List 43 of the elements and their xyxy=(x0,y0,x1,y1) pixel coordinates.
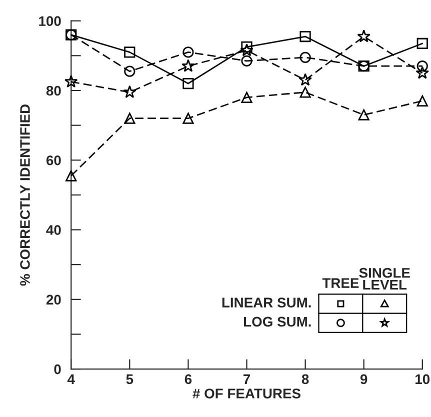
point xyxy=(298,73,312,86)
point xyxy=(241,92,252,104)
x-tick-label: 4 xyxy=(67,374,75,384)
y-tick-label: 80 xyxy=(46,86,61,96)
point xyxy=(182,46,194,58)
point xyxy=(416,60,428,72)
x-axis-title: # OF FEATURES xyxy=(192,388,300,398)
annotation: SINGLE LEVEL xyxy=(359,268,410,290)
point xyxy=(416,66,430,79)
point xyxy=(182,78,194,90)
y-tick-label: 40 xyxy=(46,225,61,235)
point xyxy=(240,44,254,56)
point xyxy=(300,52,311,63)
point xyxy=(357,30,370,42)
point xyxy=(182,112,194,124)
x-tick-label: 10 xyxy=(416,374,430,384)
point xyxy=(124,66,136,77)
point xyxy=(124,46,136,58)
x-tick-label: 7 xyxy=(243,374,250,384)
x-tick-label: 8 xyxy=(302,374,309,384)
y-tick-label: 20 xyxy=(46,294,61,305)
annotation: LINEAR SUM. xyxy=(222,298,311,308)
annotation: LOG SUM. xyxy=(244,316,311,327)
y-tick-label: 60 xyxy=(46,155,61,166)
point xyxy=(123,85,136,98)
annotation: TREE xyxy=(322,278,359,288)
point xyxy=(358,109,370,120)
point xyxy=(416,95,428,106)
point xyxy=(182,59,195,72)
point xyxy=(66,170,77,182)
y-axis-title: % CORRECTLY IDENTIFIED xyxy=(20,104,30,286)
point xyxy=(64,74,78,88)
point xyxy=(241,41,252,53)
x-tick-label: 9 xyxy=(360,374,368,384)
point xyxy=(124,112,136,124)
point xyxy=(241,55,252,66)
y-tick-label: 0 xyxy=(54,364,61,374)
y-tick-label: 100 xyxy=(39,16,61,26)
point xyxy=(300,30,311,42)
x-tick-label: 5 xyxy=(126,374,134,384)
point xyxy=(416,38,428,50)
x-tick-label: 6 xyxy=(184,374,192,384)
point xyxy=(300,86,311,98)
